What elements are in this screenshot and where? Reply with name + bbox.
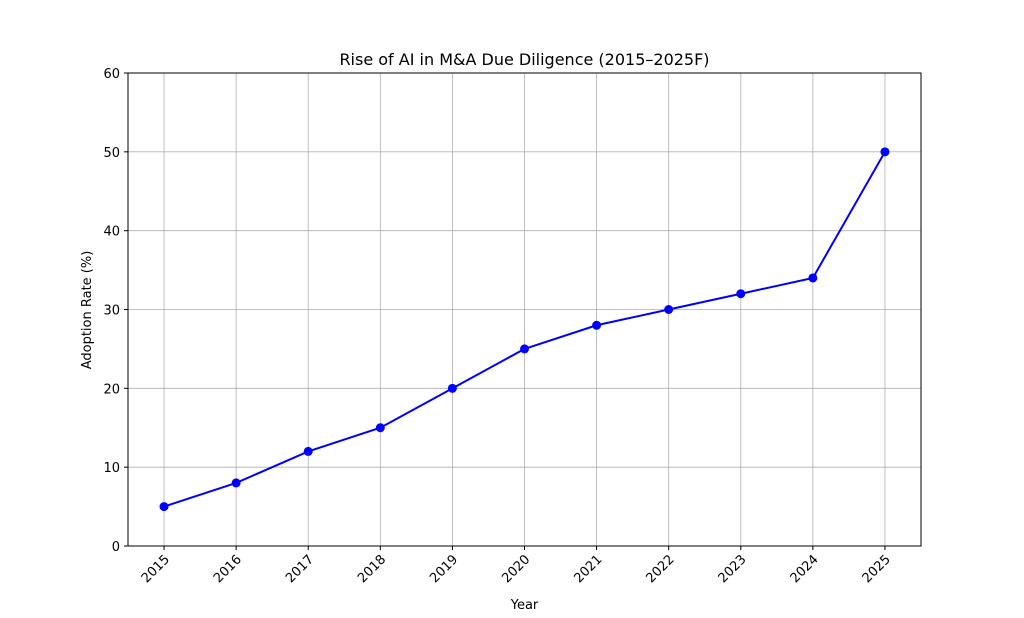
x-tick-label: 2019 bbox=[427, 552, 461, 586]
x-tick-label: 2021 bbox=[571, 552, 605, 586]
x-tick-label: 2016 bbox=[211, 552, 245, 586]
data-point bbox=[808, 273, 818, 283]
data-point bbox=[159, 502, 169, 512]
data-point bbox=[375, 423, 385, 433]
data-point bbox=[231, 478, 241, 488]
y-axis: 0 10 20 30 40 50 60 bbox=[103, 67, 128, 555]
y-axis-label: Adoption Rate (%) bbox=[80, 251, 95, 370]
y-tick-label: 20 bbox=[103, 382, 120, 397]
y-tick-label: 30 bbox=[103, 304, 120, 319]
x-tick-label: 2024 bbox=[788, 552, 822, 586]
chart-title: Rise of AI in M&A Due Diligence (2015–20… bbox=[339, 50, 709, 69]
grid bbox=[128, 72, 921, 547]
data-point bbox=[520, 344, 529, 354]
data-point bbox=[880, 147, 890, 157]
y-tick-label: 0 bbox=[112, 540, 120, 555]
x-tick-label: 2023 bbox=[716, 552, 750, 586]
series bbox=[159, 147, 890, 512]
y-tick-label: 40 bbox=[103, 225, 120, 240]
x-tick-label: 2015 bbox=[139, 552, 173, 586]
y-tick-label: 60 bbox=[103, 67, 120, 82]
x-tick-label: 2018 bbox=[355, 552, 389, 586]
x-tick-label: 2020 bbox=[499, 552, 533, 586]
x-tick-label: 2017 bbox=[283, 552, 317, 586]
data-point bbox=[592, 320, 602, 330]
x-tick-label: 2022 bbox=[644, 552, 678, 586]
y-tick-label: 50 bbox=[103, 146, 120, 161]
data-point bbox=[664, 305, 674, 314]
data-point bbox=[303, 446, 313, 456]
x-axis: 2015 2016 2017 2018 2019 2020 2021 2022 2023 2024… bbox=[139, 546, 894, 586]
x-axis-label: Year bbox=[510, 598, 539, 613]
data-point bbox=[447, 383, 457, 393]
x-tick-label: 2025 bbox=[860, 552, 894, 586]
data-point bbox=[736, 289, 746, 299]
y-tick-label: 10 bbox=[103, 461, 120, 476]
